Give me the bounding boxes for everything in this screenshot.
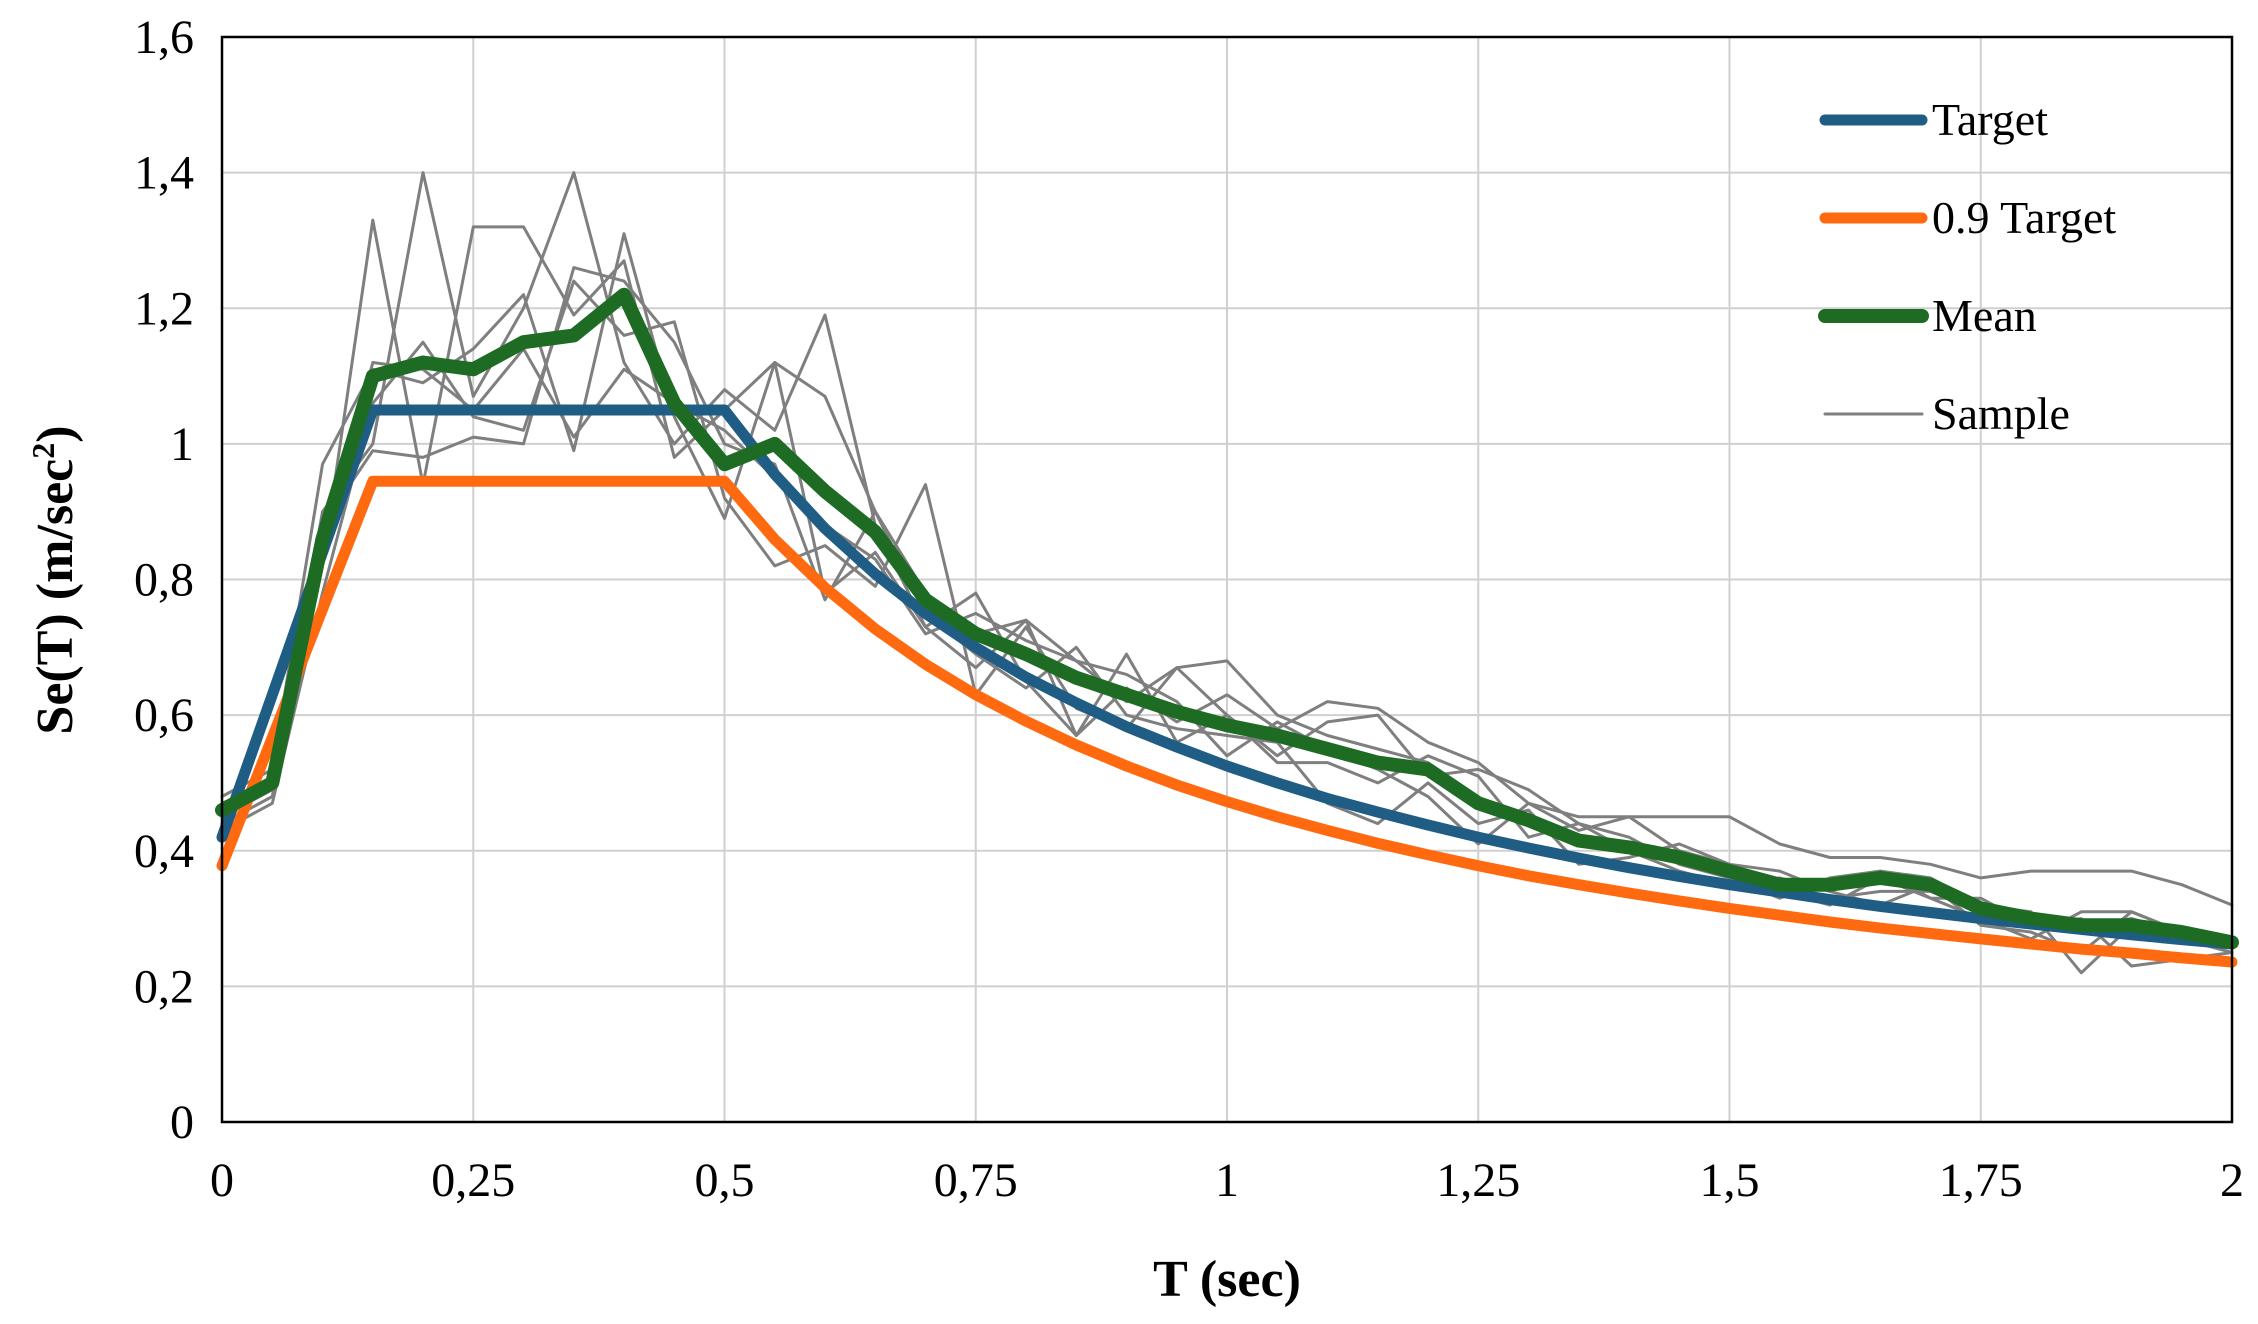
y-tick-label: 1 [170,418,194,471]
x-tick-labels: 0 0,25 0,5 0,75 1 1,25 1,5 1,75 2 [210,1154,2244,1207]
y-tick-label: 0,6 [134,689,194,742]
y-tick-label: 0 [170,1096,194,1149]
x-tick-label: 0 [210,1154,234,1207]
x-tick-label: 0,5 [695,1154,755,1207]
legend-label: 0.9 Target [1932,192,2116,243]
y-tick-label: 1,2 [134,282,194,335]
y-axis-title: Se(T) (m/sec2) [25,425,84,734]
plot-frame [220,35,2234,1124]
series-0-9-target-line [216,475,2238,968]
x-tick-label: 0,75 [934,1154,1018,1207]
series-target-line [216,404,2238,950]
y-tick-label: 0,2 [134,960,194,1013]
series-lines [215,171,2239,975]
series-mean-line [215,287,2239,950]
legend: Target 0.9 Target Mean Sample [1818,94,2116,439]
x-tick-label: 1,5 [1700,1154,1760,1207]
y-tick-label: 1,6 [134,11,194,64]
y-tick-label: 1,4 [134,147,194,200]
y-axis-title-main: Se(T) (m/sec [27,459,84,735]
x-tick-label: 2 [2220,1154,2244,1207]
grid-lines [222,37,2232,1122]
y-tick-label: 0,8 [134,554,194,607]
legend-label: Target [1932,94,2048,145]
x-axis-title: T (sec) [1153,1251,1301,1308]
x-tick-label: 0,25 [431,1154,515,1207]
y-axis-title-superscript: 2 [25,443,61,459]
sample-line-7 [220,266,2234,954]
x-tick-label: 1,25 [1436,1154,1520,1207]
y-tick-labels: 0 0,2 0,4 0,6 0,8 1 1,2 1,4 1,6 [134,11,194,1149]
x-tick-label: 1,75 [1939,1154,2023,1207]
series-sample-line [220,218,2234,948]
legend-label: Sample [1932,388,2070,439]
x-tick-label: 1 [1215,1154,1239,1207]
y-axis-title-close: ) [27,425,84,442]
legend-label: Mean [1932,290,2037,341]
y-tick-label: 0,4 [134,825,194,878]
